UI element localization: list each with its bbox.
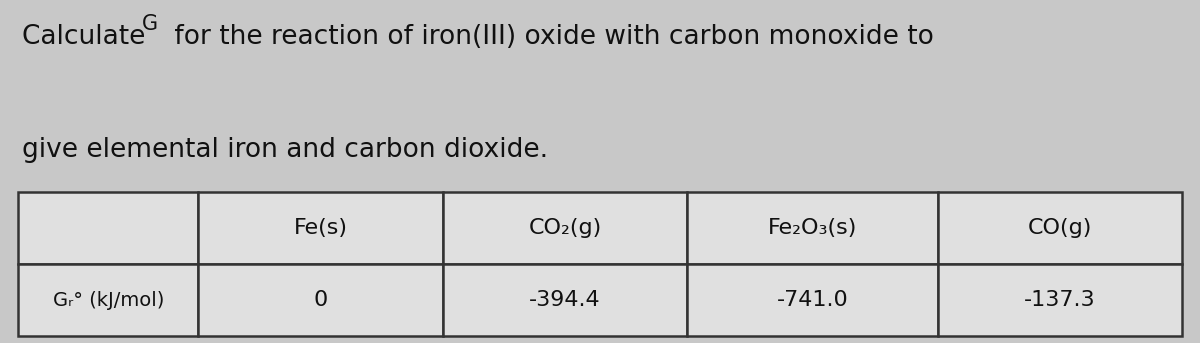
- Text: Calculate: Calculate: [22, 24, 170, 50]
- Text: Fe(s): Fe(s): [294, 218, 348, 238]
- Text: 0: 0: [313, 290, 328, 310]
- Text: -741.0: -741.0: [776, 290, 848, 310]
- Bar: [18, 264, 198, 336]
- Text: -137.3: -137.3: [1024, 290, 1096, 310]
- Text: -394.4: -394.4: [529, 290, 601, 310]
- Text: for the reaction of iron(III) oxide with carbon monoxide to: for the reaction of iron(III) oxide with…: [166, 24, 934, 50]
- Text: CO₂(g): CO₂(g): [528, 218, 601, 238]
- Bar: [688, 264, 937, 336]
- Text: give elemental iron and carbon dioxide.: give elemental iron and carbon dioxide.: [22, 137, 547, 163]
- Text: Gᵣ° (kJ/mol): Gᵣ° (kJ/mol): [53, 291, 164, 310]
- Bar: [443, 192, 688, 264]
- Text: Fe₂O₃(s): Fe₂O₃(s): [768, 218, 857, 238]
- Text: CO(g): CO(g): [1027, 218, 1092, 238]
- Bar: [198, 192, 443, 264]
- Bar: [937, 264, 1182, 336]
- Bar: [18, 192, 198, 264]
- Bar: [937, 192, 1182, 264]
- Bar: [198, 264, 443, 336]
- Bar: [688, 192, 937, 264]
- Bar: [443, 264, 688, 336]
- Text: G: G: [142, 14, 157, 34]
